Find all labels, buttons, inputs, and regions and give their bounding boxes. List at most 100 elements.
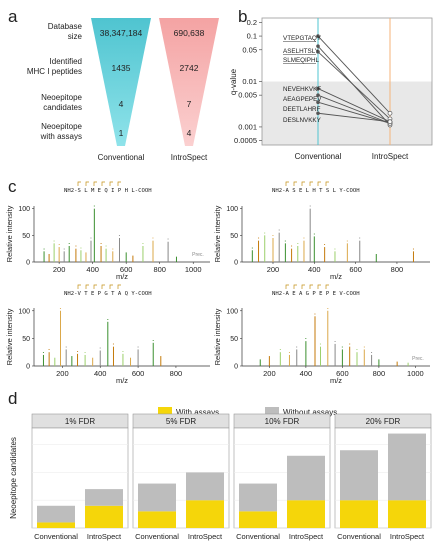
series-line-AEAGPEPEV	[317, 94, 391, 124]
ylabel-c-3: Relative intensity	[5, 308, 14, 365]
peak-label: •	[77, 348, 79, 353]
ladder-mark	[101, 284, 105, 289]
peak-label: •	[309, 203, 311, 208]
ytick-label-c: 0	[26, 260, 30, 267]
peptide-label-AEAGPEPEV: AEAGPEPEV	[283, 96, 322, 103]
point-conv-SLMEQIPHL	[316, 50, 320, 54]
xlabel-c-3: m/z	[116, 376, 128, 385]
row-label-2: Identified	[50, 57, 82, 66]
panel-label-b: b	[238, 7, 247, 26]
point-conv-ASELHTSLY	[316, 44, 320, 48]
series-line-VTEPGTAQY	[317, 35, 391, 114]
xtick-label-d: IntroSpect	[390, 532, 425, 541]
facet-3: 10% FDR Conventional IntroSpect	[233, 413, 331, 541]
ladder-mark	[109, 181, 113, 186]
peak-label: •	[167, 236, 169, 241]
row-label-1: Database	[48, 22, 83, 31]
peptide-label-NEVEHKVKF: NEVEHKVKF	[283, 86, 321, 93]
precursor-label-1: Prec.	[192, 252, 204, 258]
spectrum-4: NH2-A E A G P E P E V-COOH 0 50 100 200 400 60…	[213, 284, 430, 385]
bar-without-IntroSpect	[388, 433, 426, 501]
bar-with-IntroSpect	[287, 500, 325, 528]
bar-without-Conventional	[37, 505, 75, 523]
ladder-mark	[309, 181, 313, 186]
conventional-funnel	[91, 18, 151, 146]
ytick-label-c: 50	[22, 336, 30, 343]
peak-label: •	[119, 233, 121, 238]
series-line-DESLNVKKY	[317, 112, 391, 123]
peak-label: •	[359, 235, 361, 240]
ladder-mark	[317, 284, 321, 289]
series-line-SLMEQIPHL	[317, 51, 391, 120]
peak-label: •	[334, 246, 336, 251]
ytick-label-c: 0	[26, 364, 30, 371]
peak-label: •	[280, 347, 282, 352]
facet-2: 5% FDR Conventional IntroSpect	[132, 413, 230, 541]
ladder-mark	[77, 284, 81, 289]
peak-label: •	[289, 349, 291, 354]
xtick-label-c: 600	[120, 265, 133, 274]
xtick-label-d: Conventional	[337, 532, 381, 541]
xtick-label-d: Conventional	[236, 532, 280, 541]
ladder-mark	[293, 181, 297, 186]
peak-label: •	[105, 243, 107, 248]
peak-label: •	[327, 305, 329, 310]
legend-label-without: Without assays	[283, 408, 337, 417]
peak-label: •	[314, 231, 316, 236]
peak-label: •	[272, 233, 274, 238]
legend-swatch-with	[158, 407, 172, 417]
peak-label: •	[65, 344, 67, 349]
xtick-label-c: 800	[153, 265, 166, 274]
panel-label-a: a	[8, 7, 18, 26]
ladder-mark	[101, 181, 105, 186]
ylabel-c-2: Relative intensity	[213, 205, 222, 262]
bar-with-IntroSpect	[85, 505, 123, 528]
bar-without-IntroSpect	[186, 472, 224, 501]
peak-label: •	[137, 344, 139, 349]
conventional-value-3: 4	[119, 99, 124, 109]
bar-with-IntroSpect	[186, 500, 224, 528]
ladder-mark	[301, 284, 305, 289]
ytick-label-c: 0	[234, 260, 238, 267]
xtick-label-c: 800	[391, 265, 404, 274]
ytick-label-b-5: 0.001	[238, 122, 257, 131]
peptide-sequence-1: NH2-S L M E Q I P H L-COOH	[64, 188, 152, 194]
significance-shade	[262, 81, 432, 145]
ytick-label-c: 100	[18, 206, 30, 213]
facet-title-2: 5% FDR	[166, 417, 196, 426]
ladder-mark	[285, 284, 289, 289]
peak-label: •	[347, 238, 349, 243]
xtick-label-c: 600	[336, 369, 349, 378]
xtick-label-c: 1000	[185, 265, 202, 274]
ladder-mark	[117, 181, 121, 186]
peak-label: •	[291, 243, 293, 248]
peak-label: •	[371, 349, 373, 354]
xtick-label-d: IntroSpect	[188, 532, 223, 541]
peptide-sequence-4: NH2-A E A G P E P E V-COOH	[272, 291, 360, 297]
xtick-label-c: 800	[170, 369, 183, 378]
peak-label: •	[264, 230, 266, 235]
peptide-label-SLMEQIPHL: SLMEQIPHL	[283, 57, 320, 64]
bar-with-Conventional	[340, 500, 378, 528]
xtick-label-d: IntroSpect	[87, 532, 122, 541]
ladder-mark	[77, 181, 81, 186]
introspect-value-4: 4	[187, 128, 192, 138]
xtick-label-c: 800	[373, 369, 386, 378]
peak-label: •	[63, 246, 65, 251]
ladder-mark	[85, 181, 89, 186]
ladder-mark	[93, 181, 97, 186]
xtick-label-d: IntroSpect	[289, 532, 324, 541]
peak-label: •	[342, 344, 344, 349]
peak-label: •	[48, 347, 50, 352]
introspect-value-2: 2742	[180, 63, 199, 73]
peak-label: •	[413, 246, 415, 251]
xlabel-c-2: m/z	[330, 272, 342, 281]
peak-label: •	[68, 241, 70, 246]
bar-without-IntroSpect	[85, 489, 123, 506]
funnel-label-conventional: Conventional	[98, 153, 145, 162]
ylabel-b: q-value	[229, 68, 238, 95]
peak-label: •	[252, 245, 254, 250]
row-label-3: candidates	[43, 103, 82, 112]
peak-label: •	[285, 238, 287, 243]
xtick-label-c: 200	[263, 369, 276, 378]
